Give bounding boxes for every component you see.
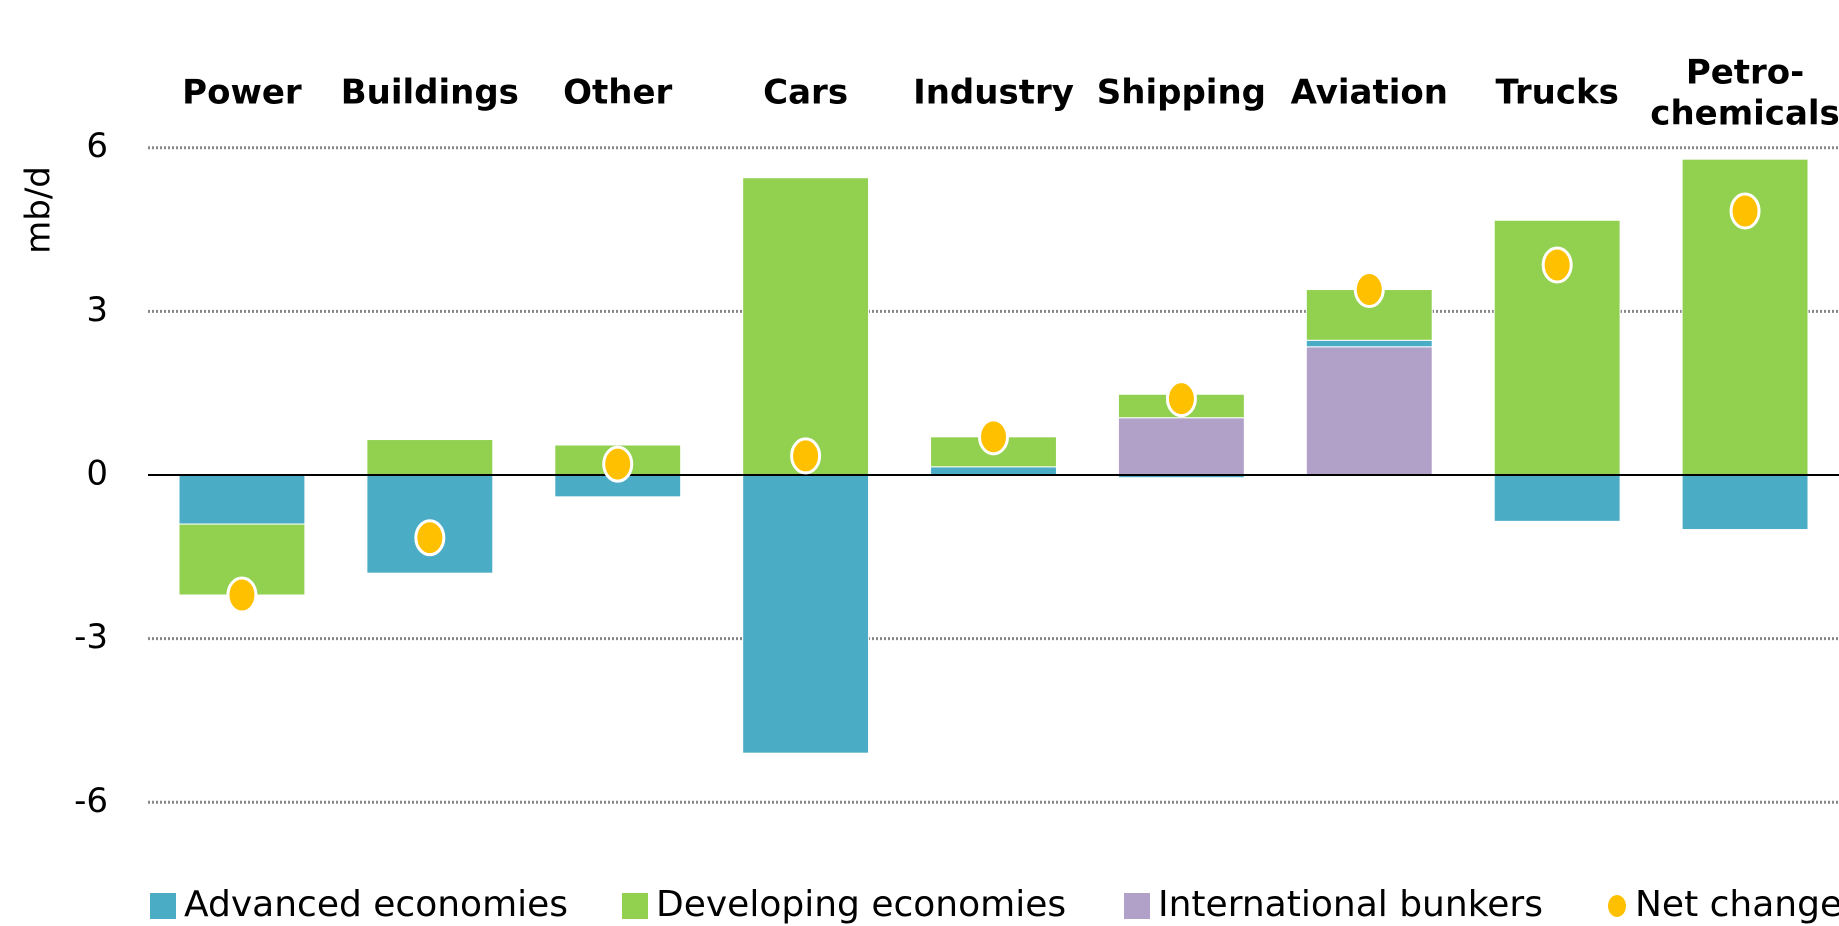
y-tick-label: -6 <box>74 781 108 821</box>
net-change-marker <box>1729 192 1761 230</box>
bar-segment <box>1117 417 1245 476</box>
x-tick-label: Cars <box>763 73 848 113</box>
bar-segment <box>366 439 494 476</box>
bar-segment <box>742 474 870 754</box>
x-tick-label: Aviation <box>1291 73 1448 113</box>
y-tick-label: -3 <box>74 617 108 657</box>
net-change-marker <box>1165 380 1197 418</box>
bar-segment <box>178 474 306 525</box>
x-tick-label: Industry <box>913 73 1074 113</box>
net-change-marker <box>414 519 446 557</box>
x-tick-label: Shipping <box>1097 73 1266 113</box>
x-tick-label: Other <box>563 73 672 113</box>
bar-segment <box>1305 346 1433 476</box>
x-tick-label: Power <box>182 73 302 113</box>
bar-segment <box>930 466 1057 476</box>
y-tick-label: 0 <box>86 454 108 494</box>
y-tick-label: 3 <box>86 290 108 330</box>
legend-label: International bunkers <box>1158 884 1543 925</box>
net-change-marker <box>602 445 634 483</box>
legend-swatch <box>622 893 648 919</box>
legend-swatch <box>150 893 176 919</box>
bar-segment <box>1681 474 1809 531</box>
x-tick-label: Trucks <box>1495 73 1618 113</box>
x-tick-label: Petro-chemicals <box>1650 52 1839 133</box>
legend-label: Advanced economies <box>184 884 568 925</box>
net-change-marker <box>1353 271 1385 309</box>
y-tick-label: 6 <box>86 126 108 166</box>
bar-segment <box>1493 474 1621 522</box>
net-change-marker <box>978 418 1009 456</box>
legend-swatch <box>1124 893 1150 919</box>
legend-swatch <box>1608 895 1626 917</box>
net-change-marker <box>1541 246 1573 284</box>
legend-label: Net change <box>1635 884 1839 925</box>
x-tick-label: Buildings <box>341 73 519 113</box>
net-change-marker <box>790 437 822 475</box>
bar-segment <box>742 177 870 476</box>
net-change-marker <box>226 576 258 614</box>
y-axis-label: mb/d <box>19 166 59 254</box>
legend-label: Developing economies <box>656 884 1066 925</box>
bar-segment <box>1305 339 1433 348</box>
